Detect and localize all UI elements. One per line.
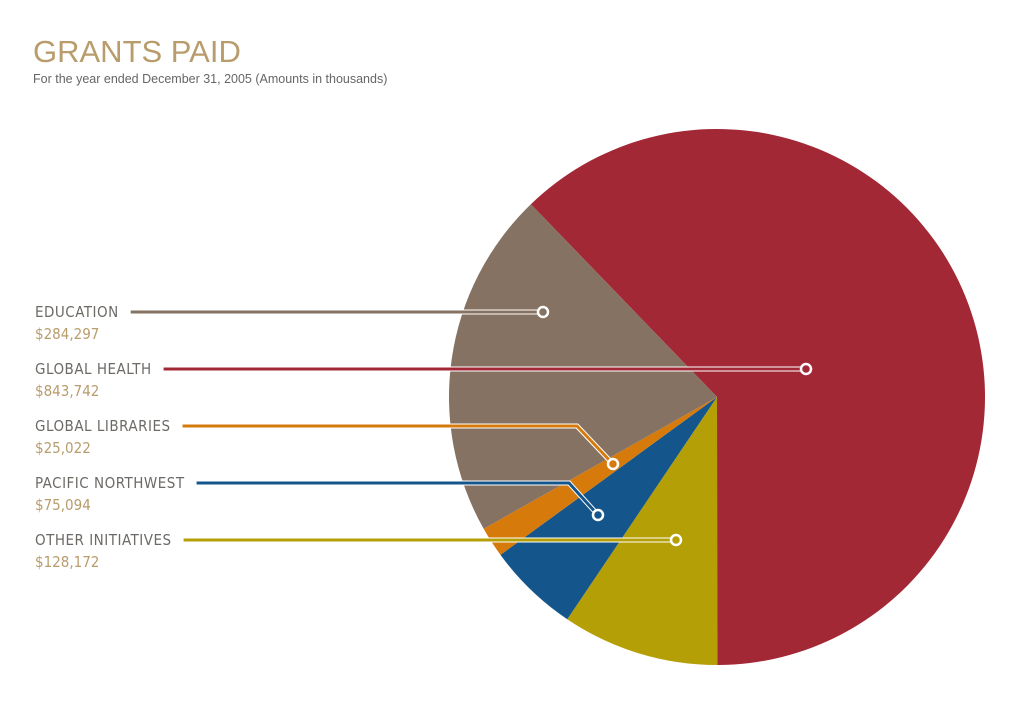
pie-slice <box>500 397 717 620</box>
legend-label: PACIFIC NORTHWEST <box>35 474 185 492</box>
connector <box>196 481 600 517</box>
legend-label: OTHER INITIATIVES <box>35 531 172 549</box>
connector <box>182 424 615 466</box>
connector-dot <box>799 362 813 376</box>
pie-slice <box>483 397 717 555</box>
value-label: $75,094 <box>35 496 91 514</box>
chart-subtitle: For the year ended December 31, 2005 (Am… <box>33 72 387 86</box>
value-label: $128,172 <box>35 553 99 571</box>
connector-dot <box>606 457 620 471</box>
legend-label: EDUCATION <box>35 303 119 321</box>
connector-dot <box>669 533 683 547</box>
connector-dot <box>536 305 550 319</box>
connector-dot <box>591 508 605 522</box>
pie-slice <box>530 128 985 665</box>
legend-label: GLOBAL HEALTH <box>35 360 152 378</box>
value-label: $25,022 <box>35 439 91 457</box>
value-label: $843,742 <box>35 382 99 400</box>
legend-label: GLOBAL LIBRARIES <box>35 417 171 435</box>
value-label: $284,297 <box>35 325 99 343</box>
pie-slice <box>567 397 718 665</box>
chart-title: GRANTS PAID <box>33 34 241 69</box>
